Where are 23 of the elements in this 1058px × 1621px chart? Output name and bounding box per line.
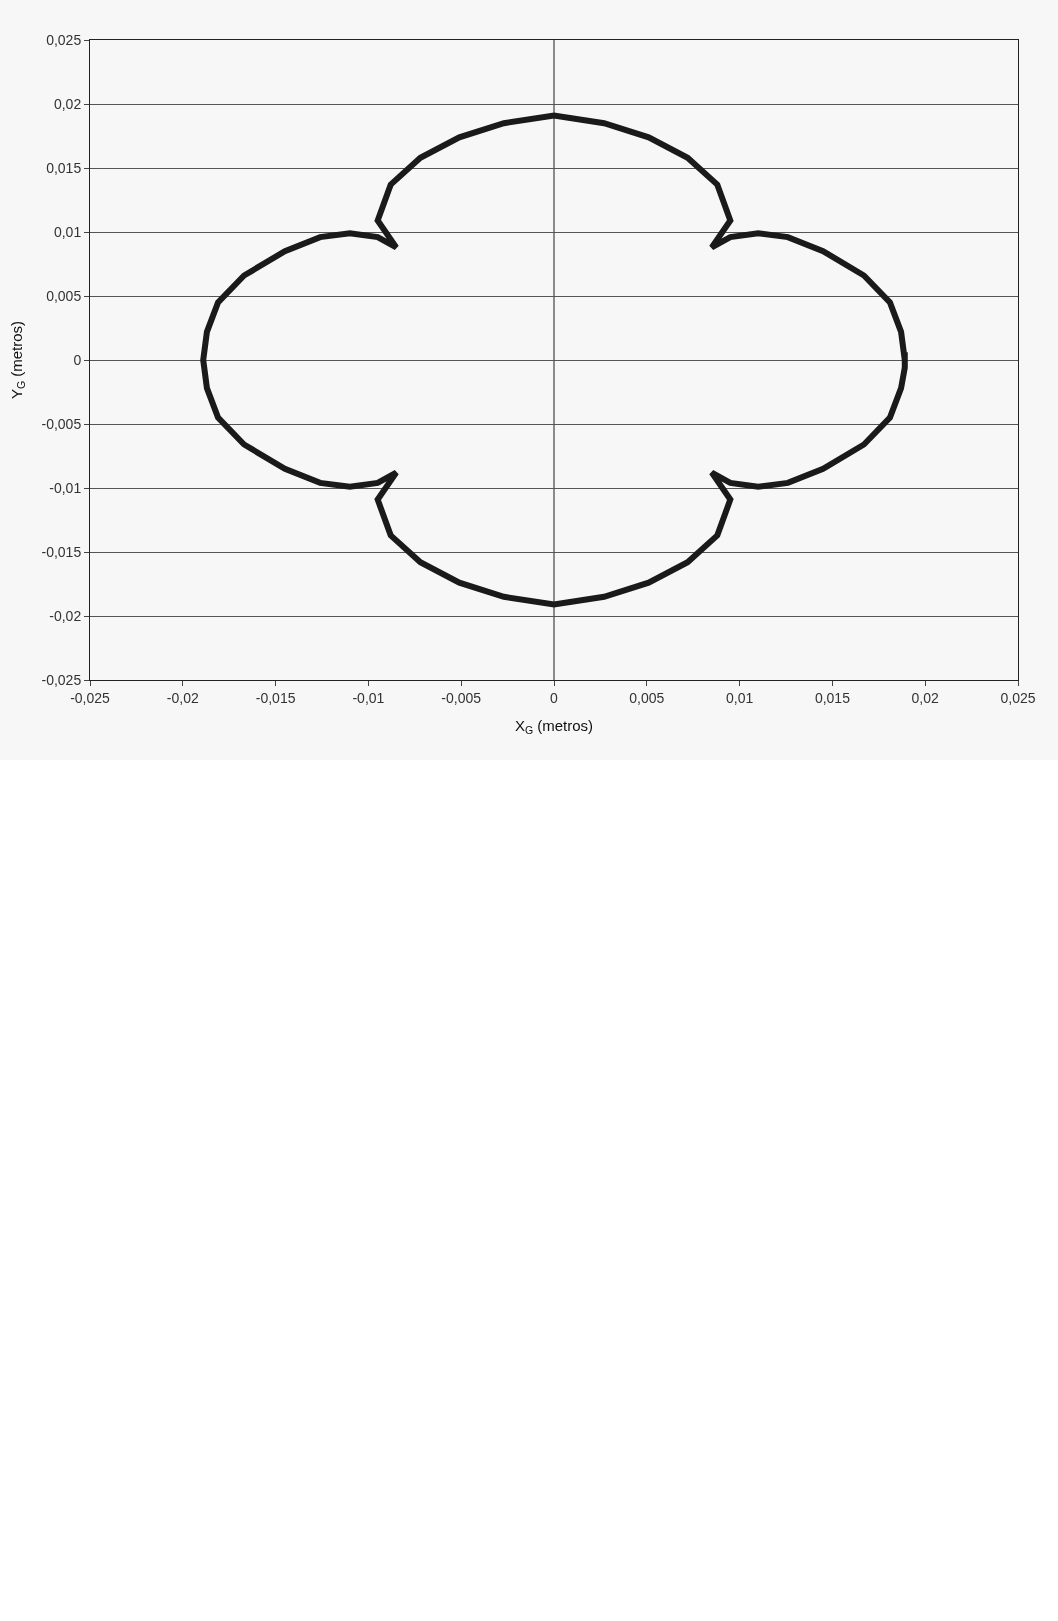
y-tick-label: -0,02: [49, 607, 82, 624]
x-tick-label: -0,025: [70, 689, 111, 706]
x-axis-title: X$_{G}$ (metros): [514, 716, 594, 736]
x-tick-label: 0,02: [911, 689, 940, 706]
x-tick-label: -0,015: [255, 689, 296, 706]
x-tick-label: 0,015: [814, 689, 851, 706]
y-tick-label: 0,005: [46, 287, 82, 304]
x-tick-label: -0,02: [166, 689, 199, 706]
y-tick-label: 0: [73, 351, 82, 368]
x-tick-label: -0,005: [441, 689, 482, 706]
x-tick-label: 0,005: [629, 689, 665, 706]
x-tick-label: 0: [550, 689, 559, 706]
y-tick-label: 0,01: [53, 223, 82, 240]
y-tick-label: -0,01: [49, 479, 82, 496]
y-tick-label: 0,015: [46, 159, 82, 176]
y-tick-label: -0,005: [41, 415, 82, 432]
y-tick-label: -0,025: [41, 671, 82, 688]
y-tick-label: -0,015: [41, 543, 82, 560]
x-tick-label: 0,01: [725, 689, 754, 706]
y-tick-label: 0,02: [53, 95, 82, 112]
y-tick-label: 0,025: [46, 31, 82, 48]
x-tick-label: 0,025: [1000, 689, 1036, 706]
x-tick-label: -0,01: [352, 689, 385, 706]
